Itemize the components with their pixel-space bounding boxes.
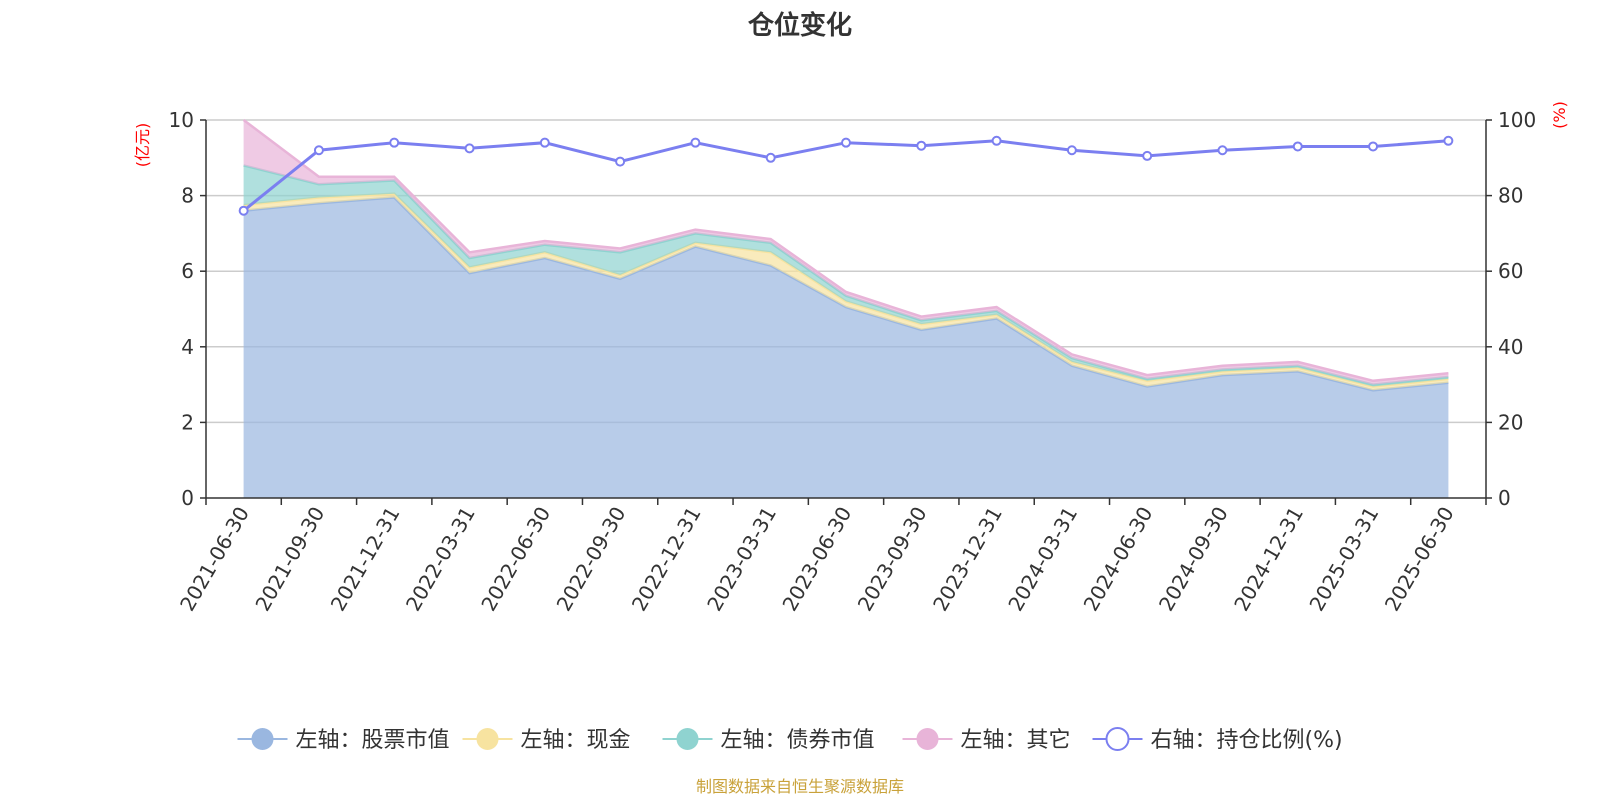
legend-marker: [676, 728, 699, 750]
x-axis-tick-label: 2023-09-30: [853, 503, 932, 616]
x-axis-tick-label: 2022-06-30: [476, 503, 555, 616]
ratio-point: [1443, 135, 1454, 146]
ratio-point: [1217, 145, 1228, 156]
ratio-point: [1368, 141, 1379, 152]
legend-label: 右轴：持仓比例(%): [1151, 728, 1343, 753]
right-axis-unit: (%): [1550, 101, 1569, 129]
area-series-2: [243, 165, 1449, 387]
left-axis-tick-label: 8: [181, 184, 194, 208]
x-axis-tick-label: 2021-12-31: [326, 503, 405, 616]
data-source-note: 制图数据来自恒生聚源数据库: [696, 777, 904, 796]
ratio-point: [690, 137, 701, 148]
right-axis-tick-label: 60: [1498, 259, 1523, 283]
right-axis-tick-label: 100: [1498, 108, 1536, 132]
left-axis-tick-label: 4: [181, 335, 194, 359]
left-axis-tick-label: 0: [181, 486, 194, 510]
area-series-0: [243, 197, 1449, 498]
right-axis-tick-label: 0: [1498, 486, 1511, 510]
ratio-point: [238, 205, 249, 216]
ratio-point: [991, 135, 1002, 146]
ratio-point: [313, 145, 324, 156]
ratio-point: [539, 137, 550, 148]
legend-marker: [916, 728, 939, 750]
left-axis-tick-label: 6: [181, 259, 194, 283]
ratio-point: [389, 137, 400, 148]
right-axis-tick-label: 20: [1498, 410, 1523, 434]
x-axis-tick-label: 2025-03-31: [1304, 503, 1383, 616]
ratio-point: [464, 143, 475, 154]
legend-marker: [1105, 727, 1130, 751]
ratio-point: [841, 137, 851, 148]
x-axis-tick-label: 2024-06-30: [1079, 503, 1158, 616]
ratio-point: [1142, 150, 1153, 161]
ratio-point: [1292, 141, 1303, 152]
ratio-line: [238, 135, 1454, 216]
ratio-point: [615, 156, 626, 167]
x-axis-tick-label: 2021-06-30: [175, 503, 254, 616]
legend-label: 左轴：债券市值: [721, 728, 875, 753]
legend: 左轴：股票市值 左轴：现金 左轴：债券市值 左轴：其它 右轴：持仓比例(%): [237, 727, 1343, 753]
x-axis-tick-label: 2023-06-30: [777, 503, 856, 616]
legend-label: 左轴：其它: [961, 728, 1071, 753]
chart-title: 仓位变化: [747, 10, 852, 41]
area-series-edge-3: [242, 119, 1449, 383]
area-series-3: [243, 120, 1449, 385]
ratio-point: [765, 152, 776, 163]
legend-marker: [476, 728, 499, 750]
left-axis-unit: (亿元): [133, 123, 152, 168]
stacked-areas: [242, 119, 1449, 498]
x-axis-tick-label: 2022-03-31: [401, 503, 480, 616]
right-axis-tick-label: 80: [1498, 184, 1523, 208]
left-axis-tick-label: 10: [169, 108, 194, 132]
x-axis-tick-label: 2023-03-31: [702, 503, 781, 616]
x-axis-tick-label: 2022-09-30: [552, 503, 631, 616]
left-axis-tick-label: 2: [181, 410, 194, 434]
x-axis-tick-label: 2025-06-30: [1380, 503, 1459, 616]
x-axis-tick-label: 2024-03-31: [1003, 503, 1082, 616]
x-axis-tick-label: 2024-09-30: [1154, 503, 1233, 616]
legend-marker: [251, 728, 274, 750]
ratio-point: [916, 140, 927, 151]
legend-label: 左轴：股票市值: [296, 728, 450, 753]
ratio-series-line: [242, 139, 1449, 212]
right-axis-tick-label: 40: [1498, 335, 1523, 359]
x-axis-tick-label: 2022-12-31: [627, 503, 706, 616]
x-axis-tick-label: 2023-12-31: [928, 503, 1007, 616]
x-axis-tick-label: 2021-09-30: [250, 503, 329, 616]
ratio-point: [1066, 145, 1077, 156]
legend-label: 左轴：现金: [521, 728, 631, 753]
x-axis-tick-label: 2024-12-31: [1229, 503, 1308, 616]
